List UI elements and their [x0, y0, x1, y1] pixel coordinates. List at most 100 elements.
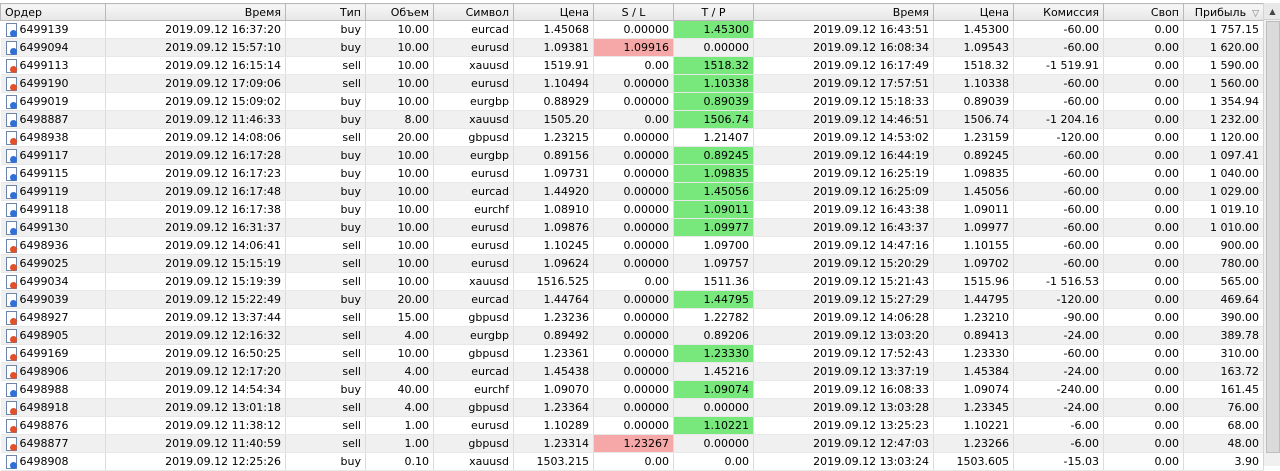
open-time-cell: 2019.09.12 15:15:19	[105, 254, 286, 273]
table-row[interactable]: 6498927 2019.09.12 13:37:44 sell 15.00 gbpus…	[0, 308, 1264, 327]
table-row[interactable]: 6499130 2019.09.12 16:31:37 buy 10.00 eurusd…	[0, 218, 1264, 237]
tp-cell: 1.45216	[673, 362, 754, 381]
table-row[interactable]: 6499025 2019.09.12 15:15:19 sell 10.00 eurus…	[0, 254, 1264, 273]
order-number: 6499139	[19, 23, 69, 36]
symbol-cell: eurusd	[433, 164, 514, 183]
tp-cell: 0.89206	[673, 326, 754, 345]
volume-cell: 10.00	[365, 236, 434, 255]
profit-cell: 390.00	[1183, 308, 1264, 327]
sl-cell: 0.00000	[593, 92, 674, 111]
table-row[interactable]: 6498908 2019.09.12 12:25:26 buy 0.10 xauusd 1…	[0, 452, 1264, 471]
tp-cell: 1.10338	[673, 74, 754, 93]
sl-cell: 0.00000	[593, 398, 674, 417]
symbol-cell: gbpusd	[433, 434, 514, 453]
symbol-cell: eurgbp	[433, 326, 514, 345]
close-price-cell: 1.23159	[933, 128, 1014, 147]
column-header-volume[interactable]: Объем	[365, 3, 434, 21]
symbol-cell: gbpusd	[433, 344, 514, 363]
column-header-profit-label: Прибыль	[1194, 5, 1247, 19]
symbol-cell: eurusd	[433, 38, 514, 57]
commission-cell: -24.00	[1013, 362, 1104, 381]
vertical-scrollbar[interactable]: ▲	[1263, 3, 1280, 466]
commission-cell: -60.00	[1013, 164, 1104, 183]
symbol-cell: eurgbp	[433, 146, 514, 165]
table-row[interactable]: 6499118 2019.09.12 16:17:38 buy 10.00 eurchf…	[0, 200, 1264, 219]
table-row[interactable]: 6499094 2019.09.12 15:57:10 buy 10.00 eurusd…	[0, 38, 1264, 57]
scroll-up-arrow-icon[interactable]: ▲	[1264, 3, 1280, 20]
open-time-cell: 2019.09.12 16:17:48	[105, 182, 286, 201]
volume-cell: 10.00	[365, 218, 434, 237]
table-row[interactable]: 6498936 2019.09.12 14:06:41 sell 10.00 eurus…	[0, 236, 1264, 255]
table-row[interactable]: 6498905 2019.09.12 12:16:32 sell 4.00 eurgbp…	[0, 326, 1264, 345]
table-row[interactable]: 6499034 2019.09.12 15:19:39 sell 10.00 xauus…	[0, 272, 1264, 291]
profit-cell: 1 097.41	[1183, 146, 1264, 165]
profit-cell: 389.78	[1183, 326, 1264, 345]
scrollbar-thumb[interactable]	[1266, 21, 1280, 453]
column-header-tp[interactable]: T / P	[673, 3, 754, 21]
commission-cell: -1 204.16	[1013, 110, 1104, 129]
order-cell-content: 6498938	[5, 130, 102, 145]
column-header-type[interactable]: Тип	[285, 3, 366, 21]
order-cell: 6499039	[0, 290, 106, 309]
type-cell: sell	[285, 326, 366, 345]
table-row[interactable]: 6498876 2019.09.12 11:38:12 sell 1.00 eurusd…	[0, 416, 1264, 435]
swap-cell: 0.00	[1103, 164, 1184, 183]
table-row[interactable]: 6498938 2019.09.12 14:08:06 sell 20.00 gbpus…	[0, 128, 1264, 147]
open-price-cell: 1.09381	[513, 38, 594, 57]
table-row[interactable]: 6499019 2019.09.12 15:09:02 buy 10.00 eurgbp…	[0, 92, 1264, 111]
open-price-cell: 1.10289	[513, 416, 594, 435]
close-time-cell: 2019.09.12 13:03:28	[753, 398, 934, 417]
table-row[interactable]: 6498906 2019.09.12 12:17:20 sell 4.00 eurcad…	[0, 362, 1264, 381]
column-header-sl[interactable]: S / L	[593, 3, 674, 21]
volume-cell: 0.10	[365, 452, 434, 471]
profit-cell: 48.00	[1183, 434, 1264, 453]
close-price-cell: 1.23345	[933, 398, 1014, 417]
column-header-close-price[interactable]: Цена	[933, 3, 1014, 21]
column-header-commission[interactable]: Комиссия	[1013, 3, 1104, 21]
close-time-cell: 2019.09.12 12:47:03	[753, 434, 934, 453]
profit-cell: 469.64	[1183, 290, 1264, 309]
order-number: 6498876	[19, 419, 69, 432]
type-cell: buy	[285, 20, 366, 39]
symbol-cell: eurcad	[433, 290, 514, 309]
commission-cell: -120.00	[1013, 290, 1104, 309]
close-price-cell: 1.09835	[933, 164, 1014, 183]
close-price-cell: 0.89245	[933, 146, 1014, 165]
commission-cell: -60.00	[1013, 236, 1104, 255]
table-row[interactable]: 6498887 2019.09.12 11:46:33 buy 8.00 xauusd 1…	[0, 110, 1264, 129]
table-row[interactable]: 6499190 2019.09.12 17:09:06 sell 10.00 eurus…	[0, 74, 1264, 93]
order-cell-content: 6498876	[5, 418, 102, 433]
column-header-close-time[interactable]: Время	[753, 3, 934, 21]
close-time-cell: 2019.09.12 17:57:51	[753, 74, 934, 93]
commission-cell: -60.00	[1013, 92, 1104, 111]
column-header-open-time[interactable]: Время	[105, 3, 286, 21]
table-row[interactable]: 6498918 2019.09.12 13:01:18 sell 4.00 gbpusd…	[0, 398, 1264, 417]
table-row[interactable]: 6499117 2019.09.12 16:17:28 buy 10.00 eurgbp…	[0, 146, 1264, 165]
sl-cell: 0.00000	[593, 416, 674, 435]
order-number: 6499039	[19, 293, 69, 306]
order-cell: 6498918	[0, 398, 106, 417]
profit-cell: 310.00	[1183, 344, 1264, 363]
column-header-open-price[interactable]: Цена	[513, 3, 594, 21]
order-number: 6499119	[19, 185, 69, 198]
table-row[interactable]: 6499119 2019.09.12 16:17:48 buy 10.00 eurcad…	[0, 182, 1264, 201]
column-header-swap[interactable]: Своп	[1103, 3, 1184, 21]
swap-cell: 0.00	[1103, 344, 1184, 363]
table-row[interactable]: 6499113 2019.09.12 16:15:14 sell 10.00 xauus…	[0, 56, 1264, 75]
table-row[interactable]: 6499115 2019.09.12 16:17:23 buy 10.00 eurusd…	[0, 164, 1264, 183]
close-price-cell: 1506.74	[933, 110, 1014, 129]
symbol-cell: xauusd	[433, 110, 514, 129]
column-header-order[interactable]: Ордер	[0, 3, 106, 21]
table-row[interactable]: 6499139 2019.09.12 16:37:20 buy 10.00 eurcad…	[0, 20, 1264, 39]
tp-cell: 0.00000	[673, 38, 754, 57]
open-time-cell: 2019.09.12 11:38:12	[105, 416, 286, 435]
sell-order-icon	[5, 400, 17, 415]
table-row[interactable]: 6498988 2019.09.12 14:54:34 buy 40.00 eurchf…	[0, 380, 1264, 399]
table-row[interactable]: 6498877 2019.09.12 11:40:59 sell 1.00 gbpusd…	[0, 434, 1264, 453]
column-header-profit[interactable]: Прибыль ▽	[1183, 3, 1264, 21]
order-cell: 6499094	[0, 38, 106, 57]
table-row[interactable]: 6499039 2019.09.12 15:22:49 buy 20.00 eurcad…	[0, 290, 1264, 309]
table-row[interactable]: 6499169 2019.09.12 16:50:25 sell 10.00 gbpus…	[0, 344, 1264, 363]
column-header-symbol[interactable]: Символ	[433, 3, 514, 21]
tp-cell: 0.00	[673, 452, 754, 471]
